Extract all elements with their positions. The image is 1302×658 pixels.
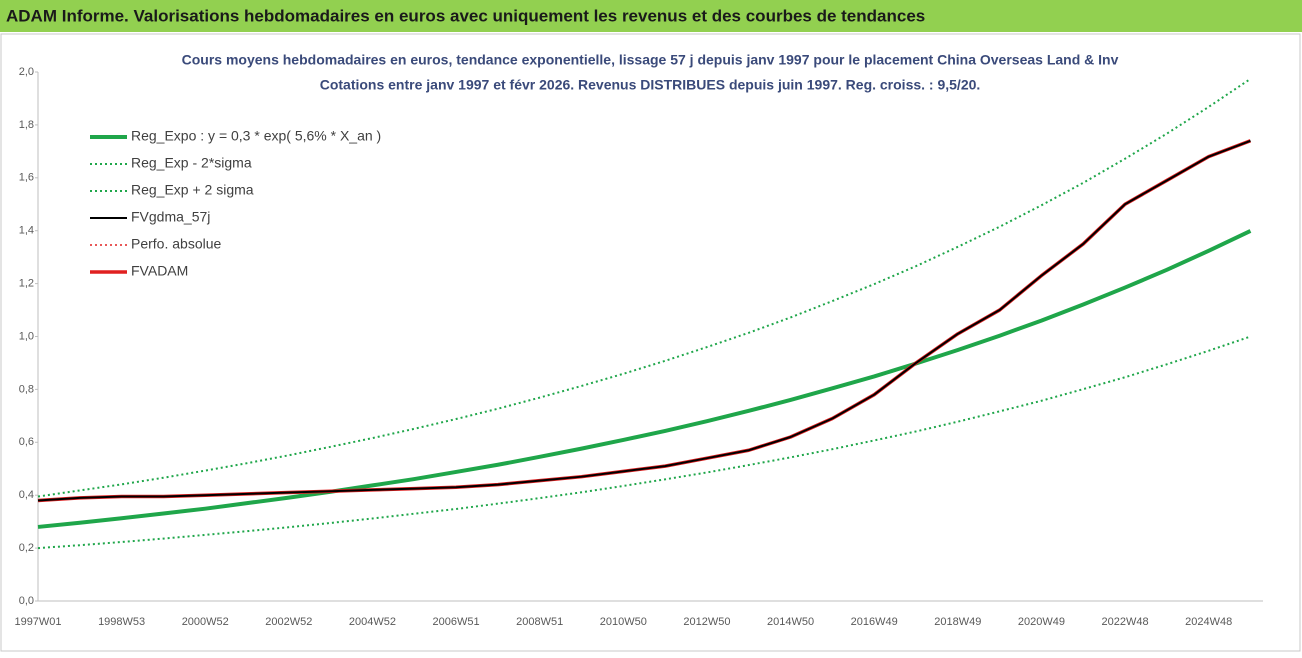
y-tick-label: 1,8 [19,119,34,131]
y-tick-label: 2,0 [19,66,34,78]
legend-label: Reg_Exp + 2 sigma [131,182,254,198]
x-tick-label: 2020W49 [1018,616,1065,628]
page-title: ADAM Informe. Valorisations hebdomadaire… [6,6,925,25]
x-tick-label: 2022W48 [1101,616,1148,628]
y-tick-label: 0,6 [19,436,34,448]
x-tick-label: 2010W50 [600,616,647,628]
x-tick-label: 2018W49 [934,616,981,628]
y-tick-label: 1,6 [19,172,34,184]
y-tick-label: 1,0 [19,330,34,342]
x-tick-label: 2016W49 [851,616,898,628]
x-tick-label: 2008W51 [516,616,563,628]
legend-label: FVgdma_57j [131,209,210,225]
x-tick-label: 2012W50 [683,616,730,628]
series-line [37,78,1252,498]
y-tick-label: 1,4 [19,225,34,237]
legend-label: Reg_Expo : y = 0,3 * exp( 5,6% * X_an ) [131,128,381,144]
x-tick-label: 2006W51 [433,616,480,628]
legend-label: Perfo. absolue [131,236,221,252]
x-tick-label: 1998W53 [98,616,145,628]
x-tick-label: 1997W01 [14,616,61,628]
chart-border [0,33,1301,652]
y-tick-label: 0,0 [19,595,34,607]
series-line [37,139,1251,502]
x-tick-label: 2004W52 [349,616,396,628]
legend-label: Reg_Exp - 2*sigma [131,155,252,171]
y-tick-label: 0,4 [19,489,34,501]
chart-title: Cours moyens hebdomadaires en euros, ten… [182,52,1119,68]
y-tick-label: 1,2 [19,278,34,290]
x-tick-label: 2000W52 [182,616,229,628]
y-tick-label: 0,2 [19,542,34,554]
title-bar [0,0,1302,32]
series-line [37,229,1252,529]
y-tick-label: 0,8 [19,383,34,395]
chart-subtitle: Cotations entre janv 1997 et févr 2026. … [320,77,981,93]
x-tick-label: 2002W52 [265,616,312,628]
x-tick-label: 2014W50 [767,616,814,628]
x-tick-label: 2024W48 [1185,616,1232,628]
legend-label: FVADAM [131,263,188,279]
